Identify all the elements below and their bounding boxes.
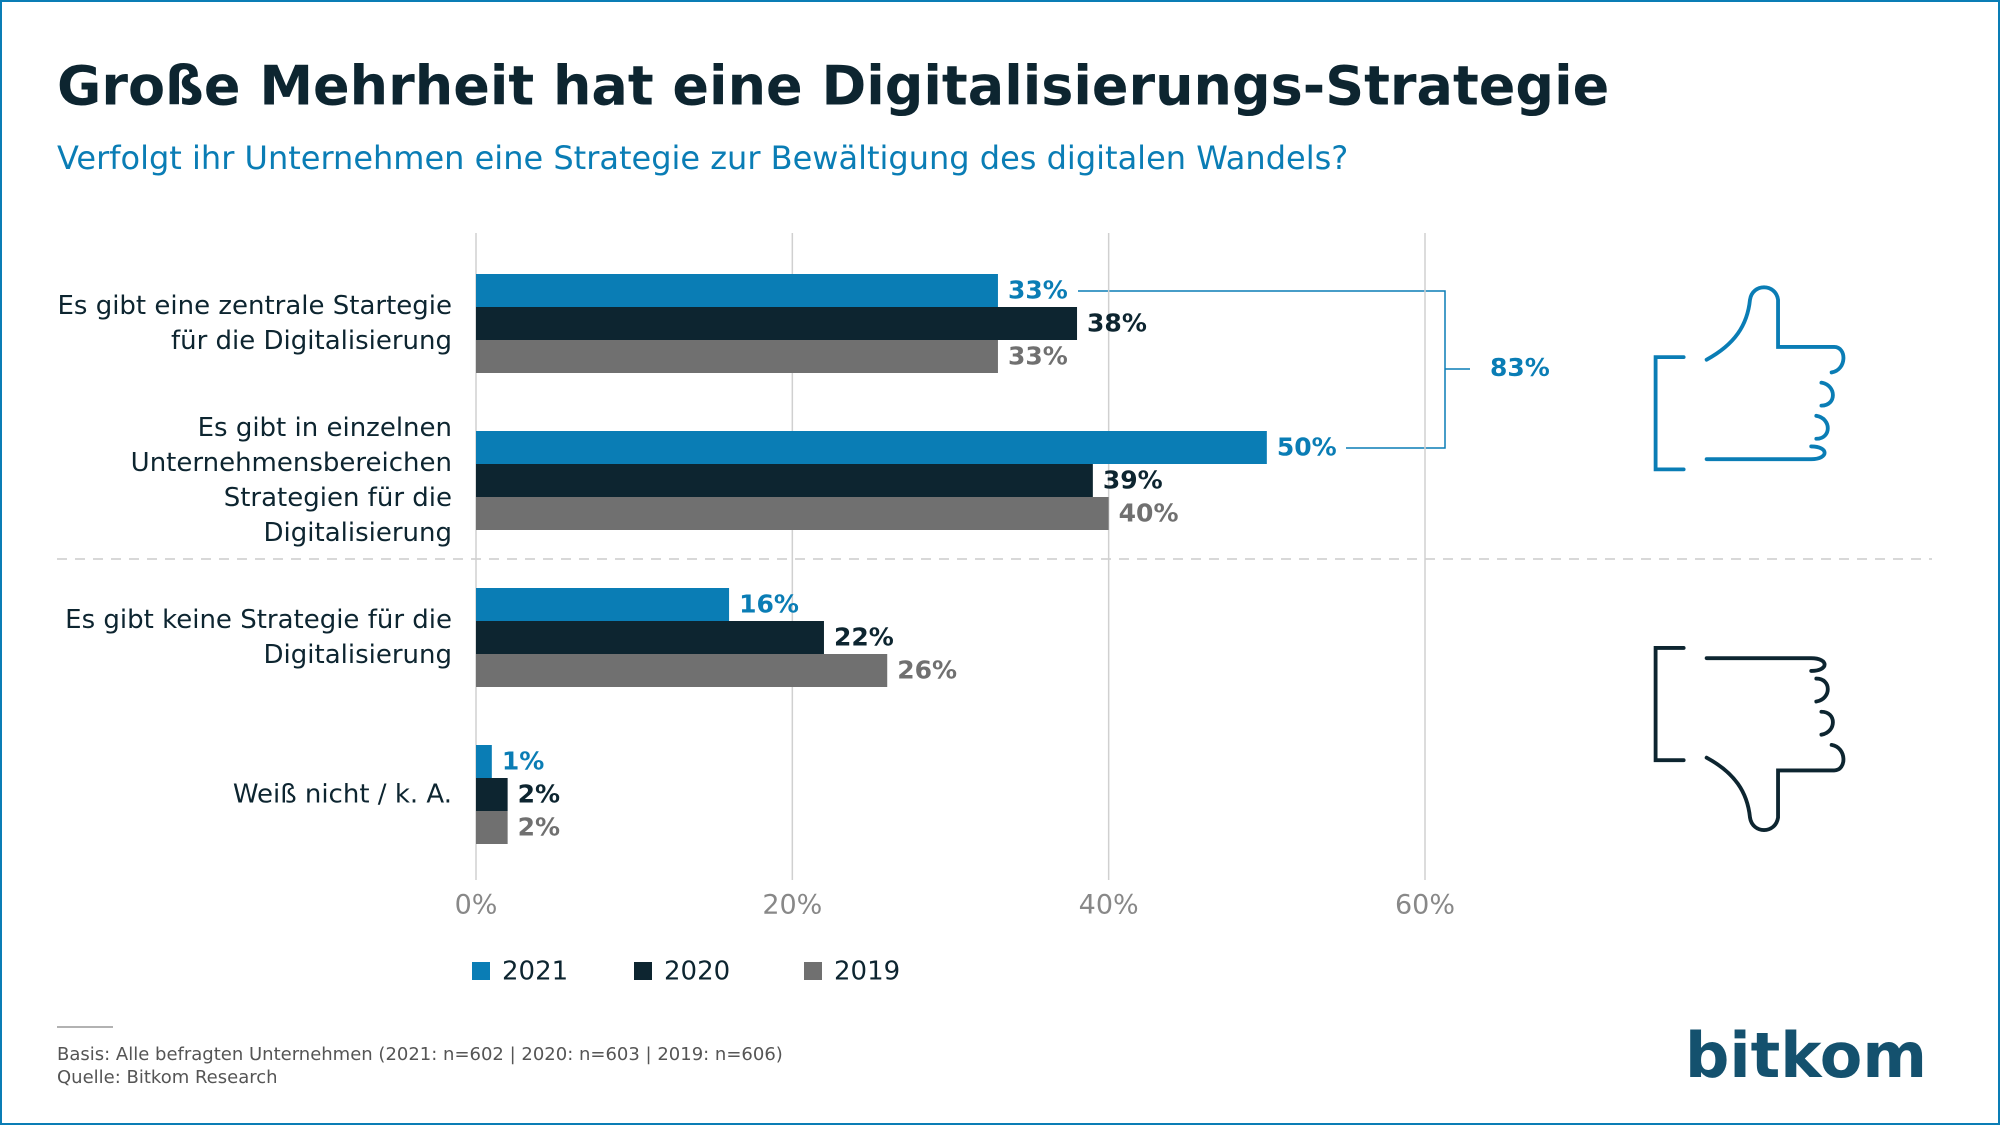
footnote: Quelle: Bitkom Research bbox=[57, 1067, 278, 1088]
value-label: 26% bbox=[897, 656, 957, 685]
legend-swatch bbox=[472, 962, 490, 980]
bar bbox=[476, 621, 824, 654]
bar bbox=[476, 745, 492, 778]
bracket bbox=[1078, 290, 1470, 449]
category-label: Es gibt in einzelnen Unternehmensbereich… bbox=[130, 412, 452, 548]
icons bbox=[1653, 285, 1846, 832]
bar bbox=[476, 497, 1109, 530]
legend-label: 2020 bbox=[664, 957, 730, 987]
x-tick-label: 20% bbox=[762, 890, 822, 921]
legend-swatch bbox=[634, 962, 652, 980]
legend-swatch bbox=[804, 962, 822, 980]
value-label: 22% bbox=[834, 623, 894, 652]
thumb-up bbox=[1653, 285, 1846, 472]
category-label: Es gibt keine Strategie für die Digitali… bbox=[65, 604, 452, 670]
bar bbox=[476, 588, 730, 621]
chart-subtitle: Verfolgt ihr Unternehmen eine Strategie … bbox=[57, 139, 1348, 177]
logo: bitkom bbox=[1685, 1019, 1927, 1092]
value-label: 2% bbox=[518, 780, 560, 809]
bar bbox=[476, 274, 998, 307]
value-label: 33% bbox=[1008, 342, 1068, 371]
x-tick-label: 0% bbox=[455, 890, 498, 921]
thumb-down bbox=[1653, 646, 1846, 832]
legend-label: 2019 bbox=[834, 957, 900, 987]
bar bbox=[476, 778, 508, 811]
bar bbox=[476, 307, 1078, 340]
chart-title: Große Mehrheit hat eine Digitalisierungs… bbox=[57, 55, 1609, 118]
value-label: 40% bbox=[1119, 499, 1179, 528]
value-label: 33% bbox=[1008, 276, 1068, 305]
x-tick-label: 60% bbox=[1395, 890, 1455, 921]
value-label: 16% bbox=[739, 590, 799, 619]
bar bbox=[476, 464, 1093, 497]
value-label: 50% bbox=[1277, 433, 1337, 462]
footnote: Basis: Alle befragten Unternehmen (2021:… bbox=[57, 1044, 783, 1065]
bar bbox=[476, 431, 1267, 464]
value-label: 2% bbox=[518, 813, 560, 842]
legend-label: 2021 bbox=[502, 957, 568, 987]
bar bbox=[476, 811, 508, 844]
bar bbox=[476, 654, 888, 687]
x-tick-label: 40% bbox=[1079, 890, 1139, 921]
category-label: Es gibt eine zentrale Startegie für die … bbox=[57, 290, 452, 356]
bar bbox=[476, 340, 998, 373]
annotation: 83% bbox=[1490, 353, 1550, 382]
category-label: Weiß nicht / k. A. bbox=[232, 779, 452, 809]
value-label: 39% bbox=[1103, 466, 1163, 495]
value-label: 38% bbox=[1087, 309, 1147, 338]
value-label: 1% bbox=[502, 747, 544, 776]
